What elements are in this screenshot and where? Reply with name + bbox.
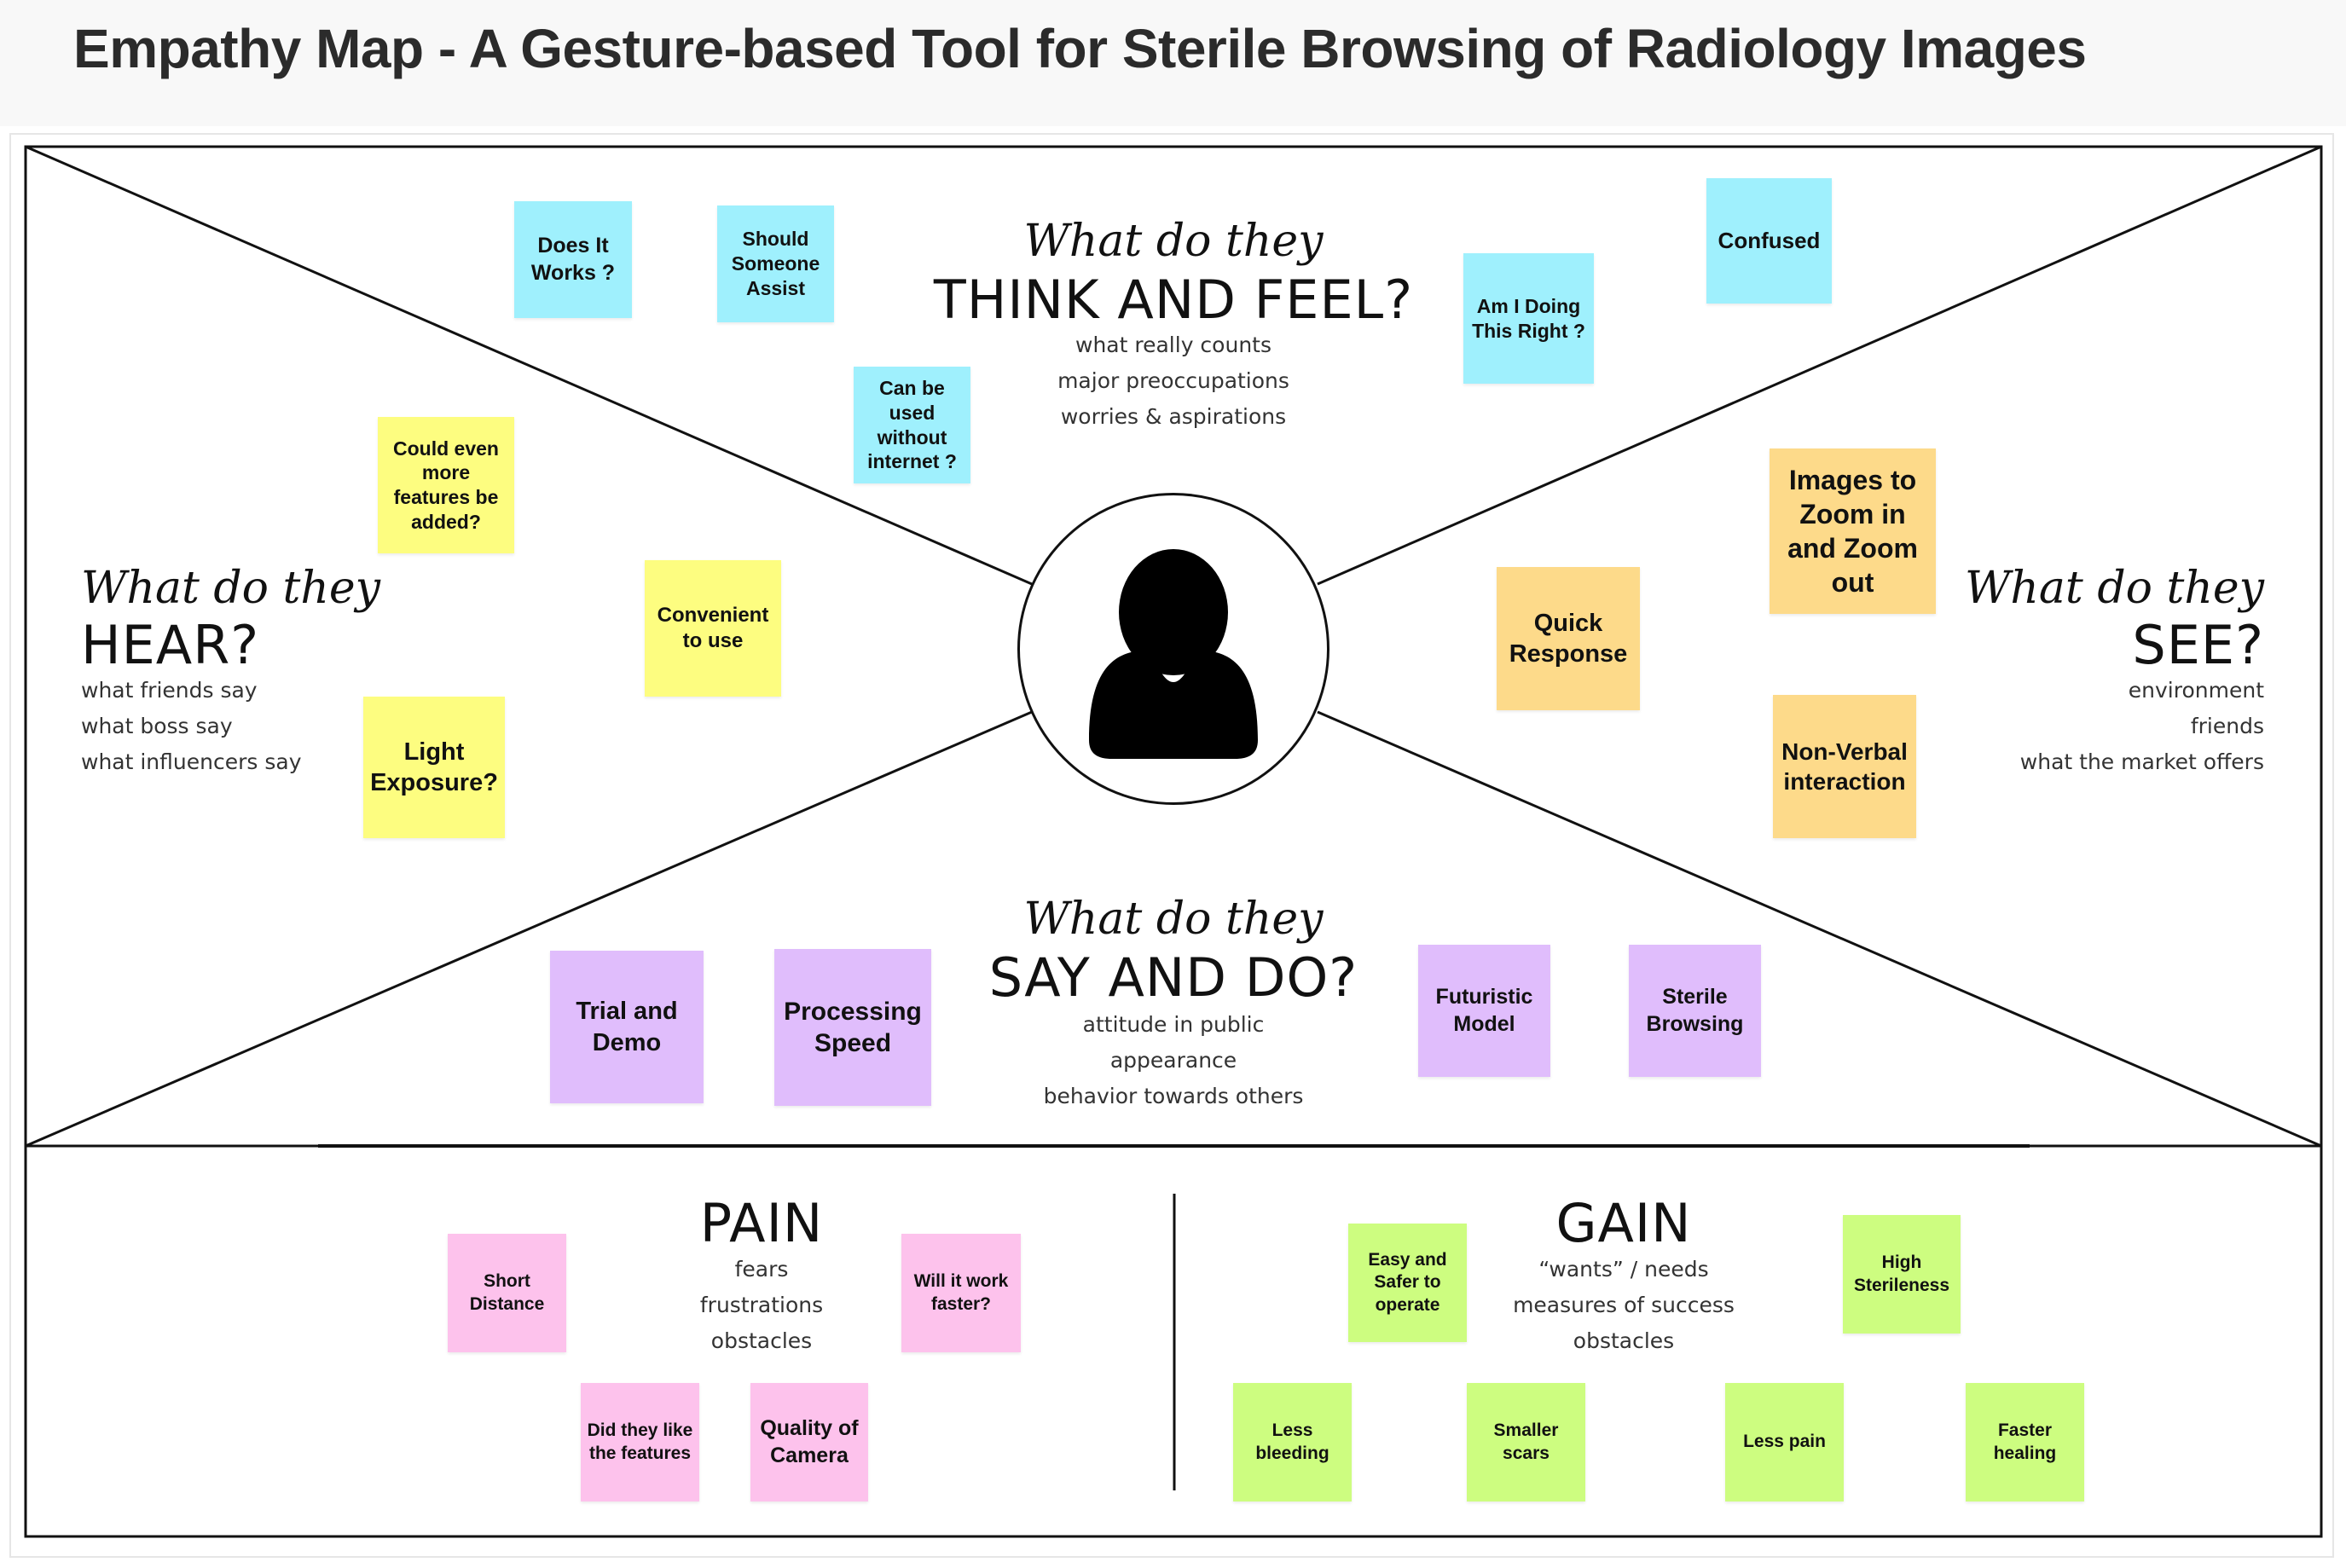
see-heading: SEE?	[2132, 614, 2264, 676]
diagonal-top-right	[1317, 145, 2322, 586]
sticky-note-more-features[interactable]: Could even more features be added?	[378, 417, 514, 553]
think-feel-script: What do they	[1023, 216, 1324, 267]
see-line-2: friends	[2190, 714, 2264, 738]
sticky-note-processing-speed[interactable]: Processing Speed	[774, 949, 931, 1106]
pain-line-2: frustrations	[699, 1293, 824, 1317]
gain-heading: GAIN	[1555, 1192, 1692, 1254]
hear-line-1: what friends say	[81, 678, 258, 703]
pain-line-1: fears	[734, 1257, 789, 1282]
sticky-note-did-they-like-features[interactable]: Did they like the features	[581, 1383, 699, 1501]
pain-line-3: obstacles	[710, 1328, 813, 1353]
sticky-note-trial-and-demo[interactable]: Trial and Demo	[550, 951, 704, 1103]
see-line-1: environment	[2128, 678, 2264, 703]
sticky-note-less-bleeding[interactable]: Less bleeding	[1233, 1383, 1352, 1501]
sticky-note-confused[interactable]: Confused	[1706, 178, 1832, 304]
sticky-note-sterile-browsing[interactable]: Sterile Browsing	[1629, 945, 1761, 1077]
hear-heading: HEAR?	[81, 614, 260, 676]
sticky-note-less-pain[interactable]: Less pain	[1725, 1383, 1844, 1501]
person-silhouette-icon	[1089, 549, 1258, 759]
think-feel-line-1: what really counts	[1075, 333, 1271, 357]
persona-circle	[1017, 493, 1329, 805]
hear-script: What do they	[81, 563, 381, 614]
think-feel-line-2: major preoccupations	[1057, 368, 1289, 393]
gain-line-3: obstacles	[1573, 1328, 1675, 1353]
sticky-note-quality-of-camera[interactable]: Quality of Camera	[750, 1383, 868, 1501]
think-feel-heading: THINK AND FEEL?	[933, 269, 1414, 331]
sticky-note-easy-and-safer[interactable]: Easy and Safer to operate	[1348, 1224, 1467, 1342]
map-outer-rect	[24, 145, 2323, 1538]
sticky-note-will-it-work-faster[interactable]: Will it work faster?	[901, 1234, 1021, 1352]
header-bar: Empathy Map - A Gesture-based Tool for S…	[0, 0, 2346, 126]
say-do-line-2: appearance	[1109, 1048, 1237, 1073]
diagonal-bottom-left	[25, 710, 1033, 1148]
see-script: What do they	[1964, 563, 2264, 614]
diagonal-top-left	[25, 145, 1033, 586]
hear-line-2: what boss say	[81, 714, 233, 738]
sticky-note-can-be-used-without-internet[interactable]: Can be used without internet ?	[854, 367, 970, 483]
see-line-3: what the market offers	[2019, 749, 2264, 774]
think-feel-line-3: worries & aspirations	[1060, 404, 1287, 429]
hear-line-3: what influencers say	[81, 749, 302, 774]
sticky-note-images-to-zoom[interactable]: Images to Zoom in and Zoom out	[1770, 448, 1936, 614]
sticky-note-high-sterileness[interactable]: High Sterileness	[1843, 1215, 1961, 1334]
sticky-note-quick-response[interactable]: Quick Response	[1497, 567, 1640, 710]
sticky-note-light-exposure[interactable]: Light Exposure?	[363, 697, 505, 838]
gain-line-2: measures of success	[1513, 1293, 1735, 1317]
sticky-note-futuristic-model[interactable]: Futuristic Model	[1418, 945, 1550, 1077]
sticky-note-non-verbal-interaction[interactable]: Non-Verbal interaction	[1773, 695, 1916, 838]
sticky-note-short-distance[interactable]: Short Distance	[448, 1234, 566, 1352]
say-do-line-1: attitude in public	[1082, 1012, 1265, 1037]
say-do-heading: SAY AND DO?	[988, 946, 1358, 1009]
diagonal-bottom-right	[1317, 710, 2322, 1148]
page-title: Empathy Map - A Gesture-based Tool for S…	[73, 18, 2087, 79]
sticky-note-smaller-scars[interactable]: Smaller scars	[1467, 1383, 1585, 1501]
sticky-note-am-i-doing-this-right[interactable]: Am I Doing This Right ?	[1463, 253, 1594, 384]
say-do-script: What do they	[1023, 894, 1324, 945]
pain-heading: PAIN	[699, 1192, 824, 1254]
sticky-note-convenient-to-use[interactable]: Convenient to use	[645, 560, 781, 697]
say-do-line-3: behavior towards others	[1043, 1084, 1304, 1108]
sticky-note-should-someone-assist[interactable]: Should Someone Assist	[717, 205, 834, 322]
gain-line-1: “wants” / needs	[1538, 1257, 1709, 1282]
canvas-frame	[9, 133, 2334, 1558]
sticky-note-faster-healing[interactable]: Faster healing	[1966, 1383, 2084, 1501]
sticky-note-does-it-works[interactable]: Does It Works ?	[514, 201, 632, 318]
